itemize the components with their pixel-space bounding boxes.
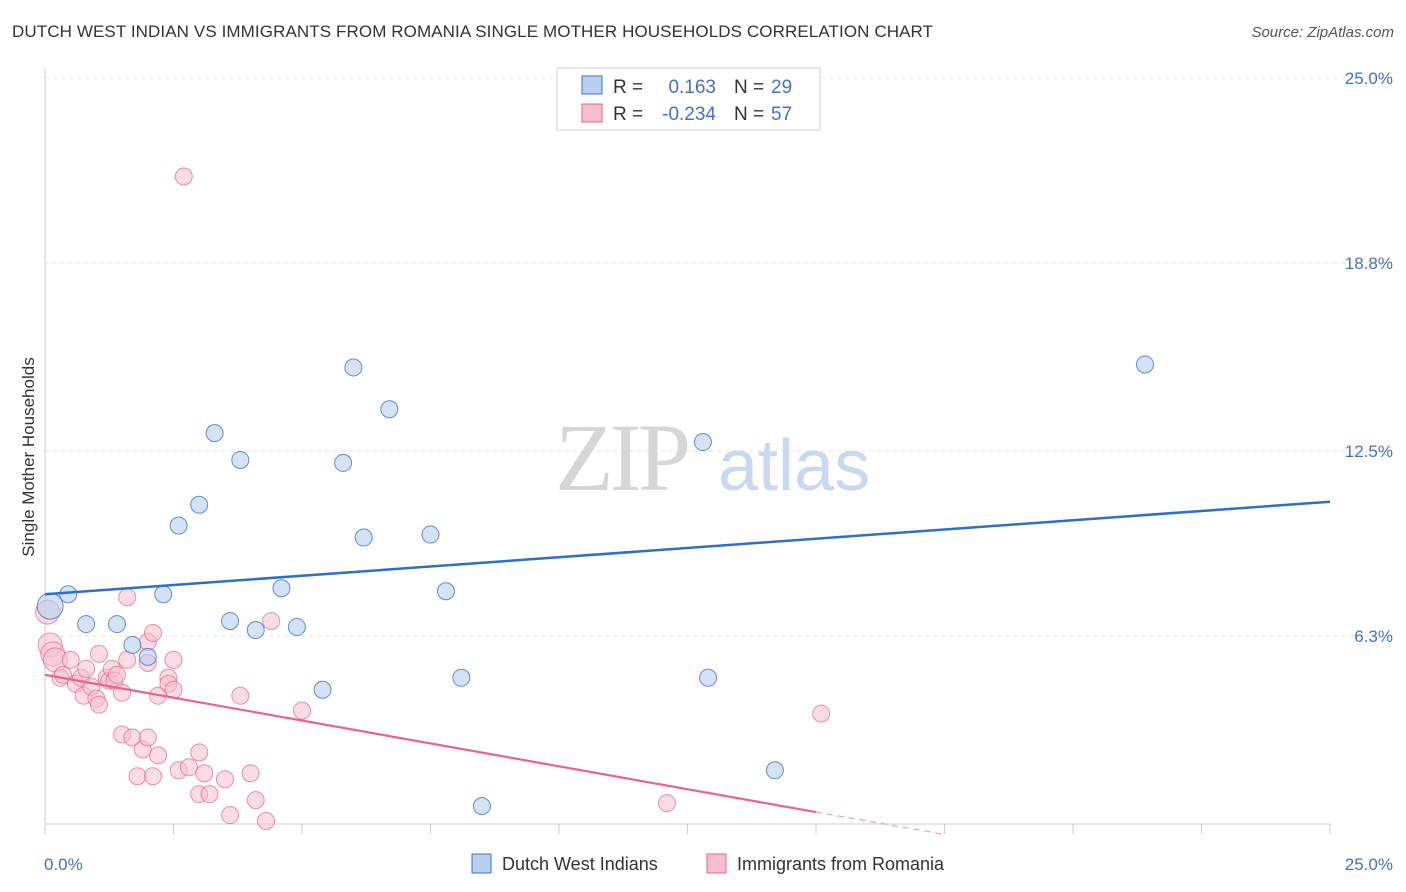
- grid-lines: [45, 77, 1392, 637]
- data-point-dutch-west-indian: [699, 668, 718, 687]
- data-point-dutch-west-indian: [107, 615, 126, 634]
- watermark: ZIP atlas: [555, 404, 870, 511]
- data-point-romania: [241, 764, 260, 783]
- data-point-romania: [195, 764, 214, 783]
- data-point-dutch-west-indian: [334, 453, 353, 472]
- legend-r-value-1: 0.163: [668, 77, 716, 98]
- data-point-dutch-west-indian: [205, 424, 224, 443]
- data-point-romania: [190, 743, 209, 762]
- data-point-dutch-west-indian: [421, 525, 440, 544]
- y-axis-tick-labels: 6.3% 12.5% 18.8% 25.0%: [1345, 69, 1393, 646]
- data-point-romania: [174, 167, 193, 186]
- legend-n-label-2: N =: [734, 104, 764, 125]
- data-point-dutch-west-indian: [354, 528, 373, 547]
- trendline-immigrants-from-romania: [44, 673, 817, 814]
- data-point-dutch-west-indian: [313, 680, 332, 699]
- data-point-dutch-west-indian: [1135, 355, 1154, 374]
- data-point-dutch-west-indian: [472, 797, 491, 816]
- data-point-dutch-west-indian: [231, 450, 250, 469]
- data-point-dutch-west-indian: [154, 585, 173, 604]
- x-tick-label-max: 25.0%: [1345, 855, 1393, 874]
- data-point-romania: [128, 767, 147, 786]
- data-point-romania: [179, 758, 198, 777]
- data-point-dutch-west-indian: [344, 358, 363, 377]
- data-point-romania: [89, 644, 108, 663]
- data-point-dutch-west-indian: [436, 582, 455, 601]
- legend-swatch-blue: [581, 75, 603, 95]
- data-point-romania: [215, 770, 234, 789]
- data-point-romania: [164, 650, 183, 669]
- chart-source: Source: ZipAtlas.com: [1251, 24, 1394, 41]
- data-point-dutch-west-indian: [765, 761, 784, 780]
- data-point-romania: [118, 650, 137, 669]
- data-point-dutch-west-indian: [380, 400, 399, 419]
- data-point-dutch-west-indian: [138, 647, 157, 666]
- data-point-dutch-west-indian: [287, 618, 306, 637]
- series-dutch-west-indians: [36, 355, 1154, 816]
- y-axis-label: Single Mother Households: [19, 357, 38, 556]
- bottom-legend: Dutch West Indians Immigrants from Roman…: [471, 853, 945, 874]
- series-immigrants-from-romania: [35, 167, 831, 831]
- data-point-dutch-west-indian: [693, 433, 712, 452]
- bottom-legend-swatch-blue: [471, 853, 492, 874]
- data-point-romania: [221, 806, 240, 825]
- legend-r-value-2: -0.234: [662, 104, 716, 125]
- legend-swatch-pink: [581, 103, 603, 123]
- watermark-zip: ZIP: [555, 404, 688, 511]
- data-point-dutch-west-indian: [452, 668, 471, 687]
- chart-title: DUTCH WEST INDIAN VS IMMIGRANTS FROM ROM…: [12, 22, 934, 41]
- data-point-dutch-west-indian: [221, 612, 240, 631]
- watermark-atlas: atlas: [718, 426, 870, 506]
- data-point-romania: [143, 624, 162, 643]
- data-point-romania: [61, 650, 80, 669]
- legend-r-label-1: R =: [613, 77, 643, 98]
- data-point-dutch-west-indian: [77, 615, 96, 634]
- data-point-romania: [200, 785, 219, 804]
- x-axis-ticks: [44, 824, 1331, 834]
- data-point-romania: [231, 686, 250, 705]
- data-point-romania: [293, 701, 311, 720]
- legend-n-label-1: N =: [734, 77, 764, 98]
- y-tick-label: 18.8%: [1345, 254, 1393, 273]
- y-tick-label: 12.5%: [1345, 442, 1393, 461]
- trendline-dutch-west-indians: [44, 500, 1331, 596]
- bottom-legend-label-blue: Dutch West Indians: [502, 854, 658, 874]
- legend-n-value-2: 57: [771, 104, 792, 125]
- data-point-dutch-west-indian: [272, 579, 291, 598]
- data-point-romania: [143, 767, 162, 786]
- data-point-romania: [246, 791, 265, 810]
- data-point-dutch-west-indian: [123, 635, 142, 654]
- data-point-romania: [262, 612, 281, 631]
- data-point-romania: [107, 665, 126, 684]
- data-point-romania: [118, 588, 137, 607]
- legend-box: R = 0.163 N = 29 R = -0.234 N = 57: [556, 67, 821, 131]
- legend-r-label-2: R =: [613, 104, 643, 125]
- data-point-dutch-west-indian: [190, 495, 209, 514]
- data-point-romania: [657, 794, 676, 813]
- data-point-romania: [257, 812, 276, 831]
- data-point-romania: [77, 659, 96, 678]
- trendline-immigrants-from-romania-extension: [815, 811, 945, 836]
- data-point-dutch-west-indian: [246, 621, 265, 640]
- data-point-romania: [138, 728, 157, 747]
- data-point-romania: [149, 746, 168, 765]
- data-point-dutch-west-indian: [36, 592, 64, 620]
- bottom-legend-label-pink: Immigrants from Romania: [737, 854, 945, 874]
- legend-n-value-1: 29: [771, 77, 792, 98]
- data-point-dutch-west-indian: [169, 516, 188, 535]
- data-point-romania: [89, 695, 108, 714]
- y-tick-label: 6.3%: [1354, 627, 1393, 646]
- data-point-romania: [812, 704, 831, 723]
- bottom-legend-swatch-pink: [706, 853, 727, 874]
- y-tick-label: 25.0%: [1345, 69, 1393, 88]
- x-tick-label-min: 0.0%: [44, 855, 83, 874]
